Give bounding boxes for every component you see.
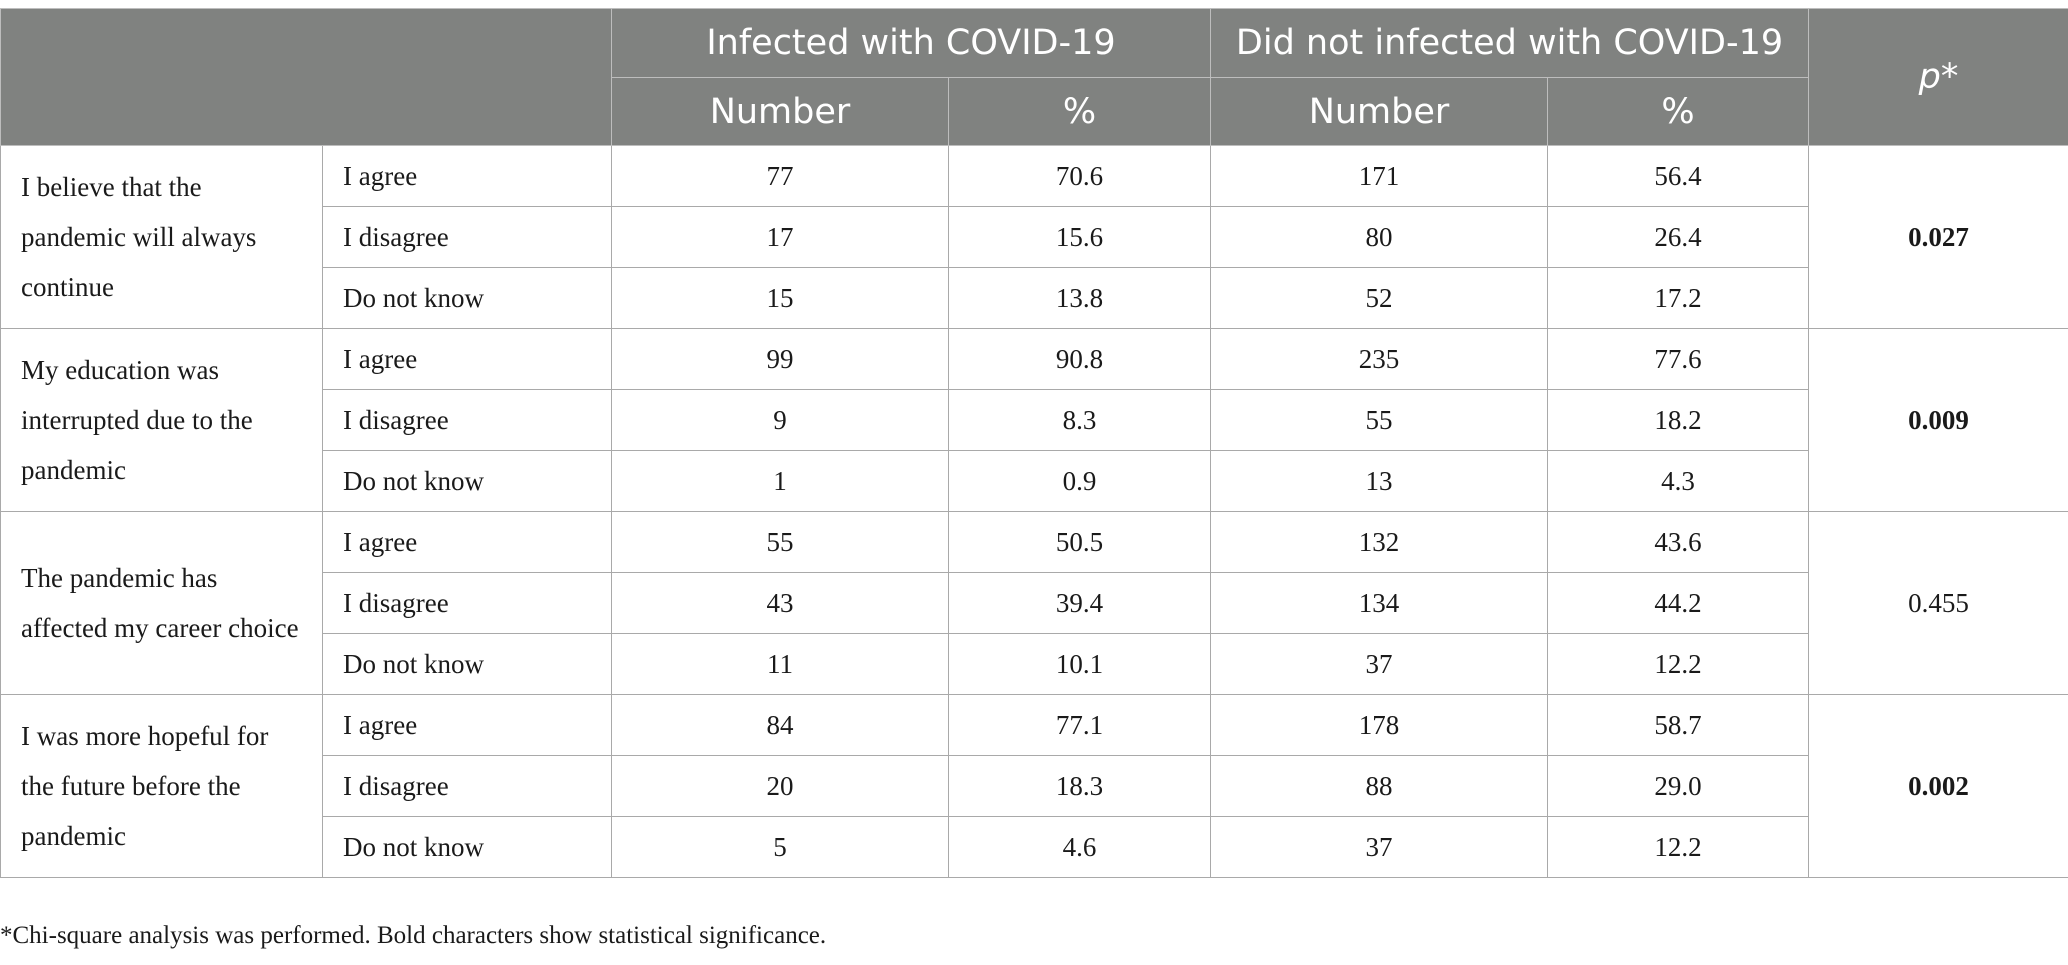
subheader-not-infected-number: Number bbox=[1210, 77, 1548, 146]
infected-percent-cell: 70.6 bbox=[948, 145, 1211, 207]
results-table: Infected with COVID-19 Did not infected … bbox=[0, 8, 2068, 878]
table-row: Do not know 11 10.1 37 12.2 bbox=[1, 633, 2068, 695]
infected-percent-cell: 39.4 bbox=[948, 572, 1211, 634]
response-cell: I agree bbox=[322, 511, 612, 573]
not-infected-number-cell: 13 bbox=[1210, 450, 1548, 512]
not-infected-percent-cell: 43.6 bbox=[1546, 511, 1810, 573]
response-cell: Do not know bbox=[322, 267, 612, 329]
response-cell: I agree bbox=[322, 328, 612, 390]
not-infected-percent-cell: 58.7 bbox=[1546, 694, 1810, 756]
not-infected-percent-cell: 26.4 bbox=[1546, 206, 1810, 268]
table-row: The pandemic has affected my career choi… bbox=[0, 511, 2068, 695]
infected-number-cell: 20 bbox=[611, 755, 949, 817]
table-header: Infected with COVID-19 Did not infected … bbox=[0, 8, 2068, 146]
infected-number-cell: 43 bbox=[611, 572, 949, 634]
p-value-cell: 0.455 bbox=[1808, 511, 2068, 695]
response-cell: I disagree bbox=[322, 755, 612, 817]
p-value-cell: 0.009 bbox=[1808, 328, 2068, 512]
infected-number-cell: 77 bbox=[611, 145, 949, 207]
not-infected-number-cell: 88 bbox=[1210, 755, 1548, 817]
footnote: *Chi-square analysis was performed. Bold… bbox=[0, 922, 827, 949]
table-row: My education was interrupted due to the … bbox=[0, 328, 2068, 512]
not-infected-number-cell: 55 bbox=[1210, 389, 1548, 451]
table-container: Infected with COVID-19 Did not infected … bbox=[0, 8, 2068, 878]
not-infected-number-cell: 235 bbox=[1210, 328, 1548, 390]
response-cell: I disagree bbox=[322, 389, 612, 451]
not-infected-percent-cell: 4.3 bbox=[1546, 450, 1810, 512]
table-row: I disagree 43 39.4 134 44.2 bbox=[1, 572, 2068, 634]
corner-header-cell bbox=[0, 8, 612, 146]
subheader-infected-number: Number bbox=[611, 77, 949, 146]
p-value-cell: 0.027 bbox=[1808, 145, 2068, 329]
response-cell: Do not know bbox=[322, 633, 612, 695]
infected-percent-cell: 13.8 bbox=[948, 267, 1211, 329]
not-infected-percent-cell: 17.2 bbox=[1546, 267, 1810, 329]
statement-cell: I believe that the pandemic will always … bbox=[0, 145, 323, 329]
not-infected-number-cell: 80 bbox=[1210, 206, 1548, 268]
not-infected-number-cell: 37 bbox=[1210, 816, 1548, 878]
subheader-infected-percent: % bbox=[948, 77, 1211, 146]
not-infected-percent-cell: 12.2 bbox=[1546, 633, 1810, 695]
statement-cell: The pandemic has affected my career choi… bbox=[0, 511, 323, 695]
response-cell: Do not know bbox=[322, 450, 612, 512]
not-infected-percent-cell: 18.2 bbox=[1546, 389, 1810, 451]
infected-percent-cell: 77.1 bbox=[948, 694, 1211, 756]
table-row: Do not know 5 4.6 37 12.2 bbox=[1, 816, 2068, 878]
not-infected-percent-cell: 56.4 bbox=[1546, 145, 1810, 207]
not-infected-number-cell: 132 bbox=[1210, 511, 1548, 573]
infected-percent-cell: 8.3 bbox=[948, 389, 1211, 451]
infected-number-cell: 5 bbox=[611, 816, 949, 878]
not-infected-percent-cell: 12.2 bbox=[1546, 816, 1810, 878]
infected-number-cell: 99 bbox=[611, 328, 949, 390]
response-cell: I disagree bbox=[322, 206, 612, 268]
infected-percent-cell: 18.3 bbox=[948, 755, 1211, 817]
infected-number-cell: 55 bbox=[611, 511, 949, 573]
table-row: I believe that the pandemic will always … bbox=[0, 145, 2068, 329]
infected-percent-cell: 10.1 bbox=[948, 633, 1211, 695]
table-row: Do not know 15 13.8 52 17.2 bbox=[1, 267, 2068, 329]
infected-number-cell: 15 bbox=[611, 267, 949, 329]
not-infected-number-cell: 52 bbox=[1210, 267, 1548, 329]
infected-percent-cell: 90.8 bbox=[948, 328, 1211, 390]
infected-percent-cell: 15.6 bbox=[948, 206, 1211, 268]
group-header-not-infected: Did not infected with COVID-19 bbox=[1209, 8, 1810, 78]
infected-percent-cell: 50.5 bbox=[948, 511, 1211, 573]
response-cell: I disagree bbox=[322, 572, 612, 634]
not-infected-percent-cell: 77.6 bbox=[1546, 328, 1810, 390]
infected-percent-cell: 4.6 bbox=[948, 816, 1211, 878]
not-infected-percent-cell: 44.2 bbox=[1546, 572, 1810, 634]
response-cell: Do not know bbox=[322, 816, 612, 878]
infected-number-cell: 1 bbox=[611, 450, 949, 512]
infected-number-cell: 9 bbox=[611, 389, 949, 451]
infected-percent-cell: 0.9 bbox=[948, 450, 1211, 512]
group-header-infected: Infected with COVID-19 bbox=[611, 8, 1211, 78]
infected-number-cell: 11 bbox=[611, 633, 949, 695]
not-infected-number-cell: 171 bbox=[1210, 145, 1548, 207]
not-infected-number-cell: 134 bbox=[1210, 572, 1548, 634]
infected-number-cell: 17 bbox=[611, 206, 949, 268]
response-cell: I agree bbox=[322, 694, 612, 756]
not-infected-percent-cell: 29.0 bbox=[1546, 755, 1810, 817]
table-body: I believe that the pandemic will always … bbox=[0, 145, 2068, 878]
not-infected-number-cell: 178 bbox=[1210, 694, 1548, 756]
table-row: Do not know 1 0.9 13 4.3 bbox=[1, 450, 2068, 512]
statement-cell: My education was interrupted due to the … bbox=[0, 328, 323, 512]
not-infected-number-cell: 37 bbox=[1210, 633, 1548, 695]
table-row: I disagree 20 18.3 88 29.0 bbox=[1, 755, 2068, 817]
table-row: I was more hopeful for the future before… bbox=[0, 694, 2068, 878]
subheader-not-infected-percent: % bbox=[1546, 77, 1810, 146]
response-cell: I agree bbox=[322, 145, 612, 207]
infected-number-cell: 84 bbox=[611, 694, 949, 756]
p-value-header: p* bbox=[1808, 8, 2068, 146]
p-value-cell: 0.002 bbox=[1808, 694, 2068, 878]
statement-cell: I was more hopeful for the future before… bbox=[0, 694, 323, 878]
